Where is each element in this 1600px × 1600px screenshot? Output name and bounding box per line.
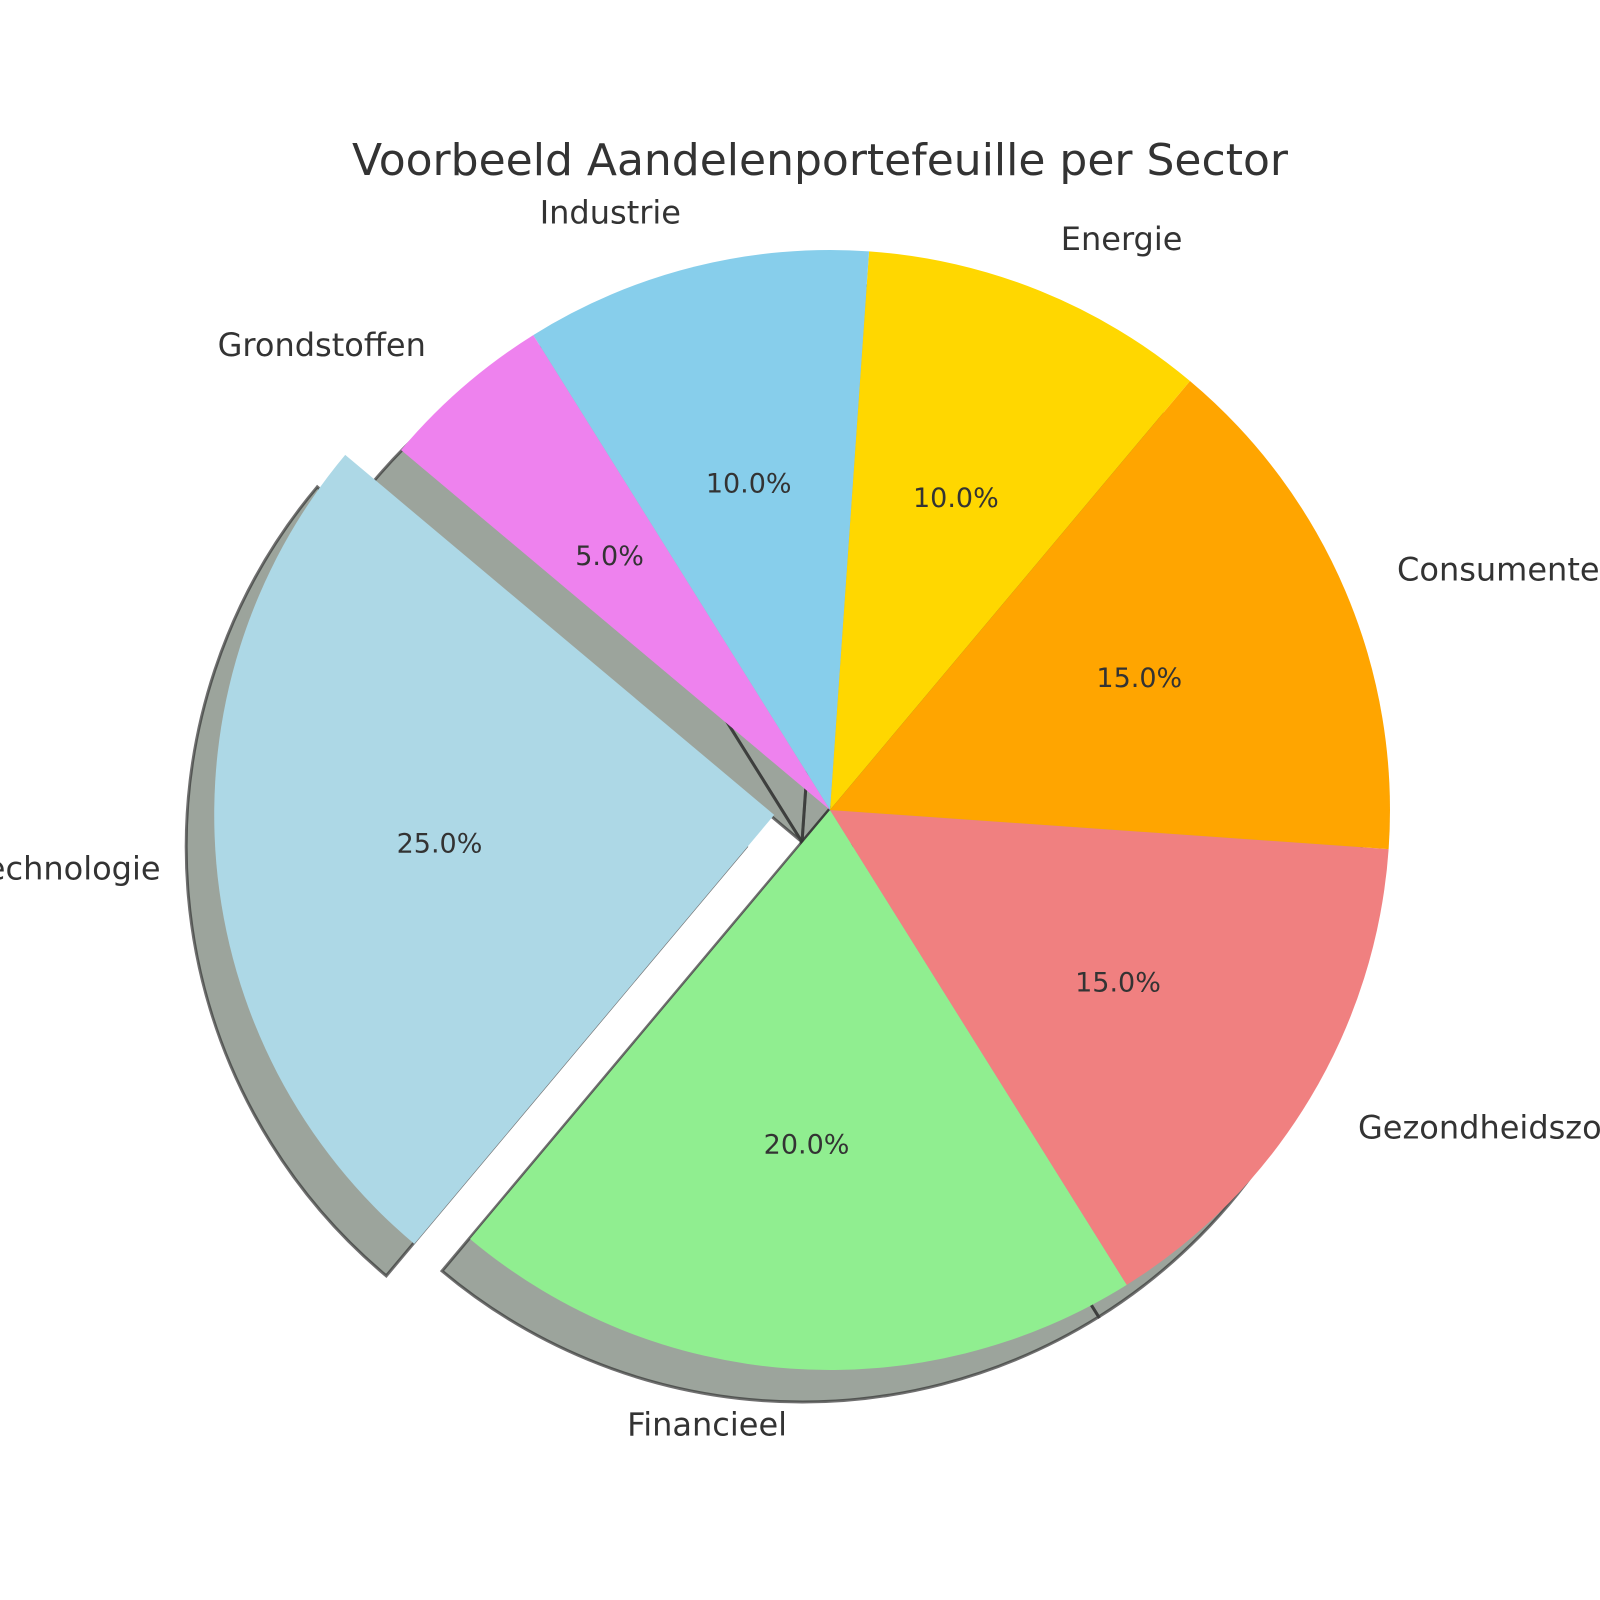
percent-label-gezondheidszorg: 15.0% — [1075, 968, 1161, 999]
category-label-industrie: Industrie — [540, 193, 681, 231]
percent-label-consumentengoederen: 15.0% — [1096, 663, 1182, 694]
percent-label-technologie: 25.0% — [397, 829, 483, 860]
wedge-financieel — [470, 810, 1127, 1370]
wedge-technologie — [214, 454, 775, 1244]
percent-label-energie: 10.0% — [913, 483, 999, 514]
wedge-consumentengoederen — [830, 381, 1390, 850]
wedge-energie — [830, 251, 1190, 810]
wedge-gezondheidszorg — [830, 810, 1389, 1285]
pie-wedge-layer — [214, 249, 1390, 1370]
category-label-technologie: Technologie — [0, 850, 161, 888]
category-label-gezondheidszorg: Gezondheidszorg — [1358, 1108, 1600, 1146]
category-label-financieel: Financieel — [627, 1405, 787, 1443]
percent-label-financieel: 20.0% — [764, 1130, 850, 1161]
chart-title: Voorbeeld Aandelenportefeuille per Secto… — [352, 135, 1289, 186]
percent-label-industrie: 10.0% — [706, 468, 792, 499]
wedge-industrie — [533, 249, 870, 810]
category-label-energie: Energie — [1061, 220, 1183, 258]
percent-label-grondstoffen: 5.0% — [575, 541, 644, 572]
wedge-grondstoffen — [401, 335, 830, 810]
category-label-grondstoffen: Grondstoffen — [218, 326, 426, 364]
pie-label-layer: 25.0% Technologie 20.0% Financieel 15.0% Gezo… — [0, 193, 1600, 1443]
category-label-consumentengoederen: Consumentengoederen — [1397, 550, 1600, 588]
